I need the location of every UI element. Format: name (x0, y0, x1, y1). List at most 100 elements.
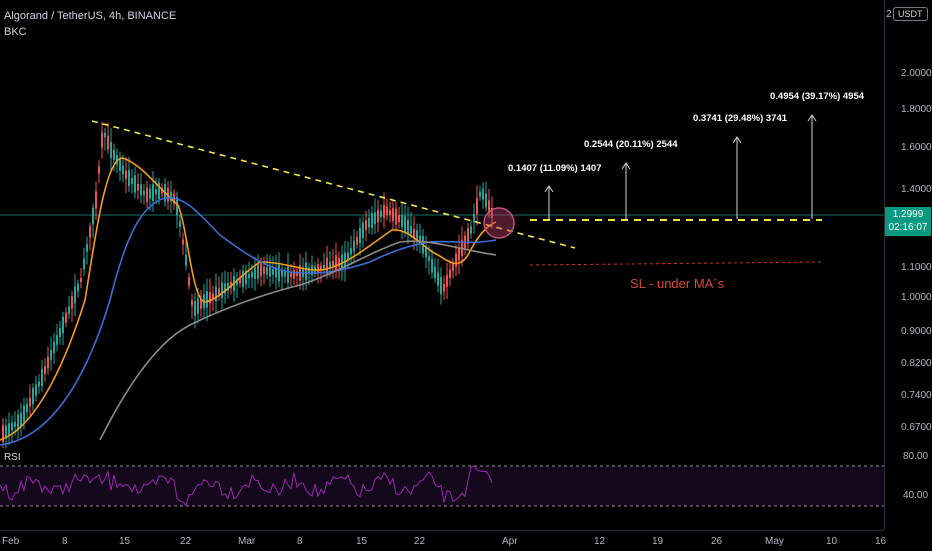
candle-body (74, 286, 76, 304)
candle-body (95, 191, 97, 209)
candle-body (149, 188, 151, 199)
candle-body (50, 349, 52, 361)
indicator-label[interactable]: BKC (4, 26, 27, 38)
candle-body (377, 209, 379, 223)
time-tick-label: 8 (62, 536, 68, 547)
ma-mid-line (0, 197, 497, 446)
candle-body (146, 187, 148, 202)
candle-body (188, 277, 190, 286)
chart-area[interactable]: SL - under MA´s 0.1407 (11.09%) 1407 0.254… (0, 0, 884, 530)
candle-body (101, 132, 103, 148)
target-arrow-head (544, 185, 554, 193)
rsi-line (0, 465, 493, 507)
candle-body (401, 214, 403, 228)
time-tick-label: Feb (2, 536, 20, 547)
candle-body (23, 405, 25, 423)
candle-body (2, 425, 4, 442)
symbol-title[interactable]: Algorand / TetherUS, 4h, BINANCE (4, 10, 177, 22)
candle-body (131, 178, 133, 184)
candle-body (44, 366, 46, 374)
candle-body (80, 277, 82, 283)
chart-header: Algorand / TetherUS, 4h, BINANCE BKC (4, 8, 176, 40)
candle-body (473, 213, 475, 223)
candle-body (41, 369, 43, 386)
candle-body (176, 197, 178, 215)
candle-body (323, 264, 325, 270)
candle-body (260, 263, 262, 277)
candle-body (284, 271, 286, 277)
candle-body (26, 403, 28, 413)
candle-body (158, 182, 160, 199)
price-tick-label: 0.7400 (901, 390, 932, 401)
candle-body (266, 267, 268, 275)
current-price-value: 1.2999 (892, 209, 924, 220)
candle-body (263, 266, 265, 275)
price-tick-label: 1.6000 (901, 142, 932, 153)
rsi-band (0, 466, 884, 506)
target-label: 0.2544 (20.11%) 2544 (584, 139, 678, 150)
ma-slow-line (99, 240, 497, 441)
candle-body (8, 423, 10, 435)
target-arrow-head (807, 114, 817, 122)
time-axis[interactable]: Feb 8 15 22 Mar 8 15 22 Apr 12 19 26 May 10 16 (0, 530, 887, 551)
candle-body (20, 413, 22, 427)
candle-body (350, 248, 352, 255)
candle-body (245, 270, 247, 285)
time-tick-label: 15 (119, 536, 131, 547)
candle-body (83, 258, 85, 270)
candle-body (92, 207, 94, 225)
candle-body (380, 210, 382, 217)
price-tick-label: 2.0000 (901, 68, 932, 79)
candle-body (236, 279, 238, 285)
candle-body (212, 293, 214, 299)
candle-body (128, 169, 130, 187)
candle-body (251, 271, 253, 278)
candle-body (242, 270, 244, 288)
candle-body (470, 226, 472, 234)
candle-body (98, 166, 100, 174)
stop-loss-line (529, 261, 823, 266)
candle-body (383, 205, 385, 218)
price-tick-label: 0.8200 (901, 358, 932, 369)
time-tick-label: 26 (711, 536, 723, 547)
time-tick-label: 22 (180, 536, 192, 547)
candle-body (137, 183, 139, 191)
candle-body (455, 253, 457, 267)
price-chart-canvas[interactable]: SL - under MA´s 0.1407 (11.09%) 1407 0.254… (0, 0, 884, 530)
price-tick-label: 1.4000 (901, 184, 932, 195)
candle-body (35, 384, 37, 396)
candle-body (170, 191, 172, 202)
candle-body (197, 298, 199, 314)
candle-body (437, 272, 439, 286)
price-tick-label: 1.8000 (901, 104, 932, 115)
candle-body (269, 266, 271, 277)
candle-body (221, 282, 223, 299)
candle-body (386, 206, 388, 216)
currency-button[interactable]: USDT (893, 7, 928, 21)
time-tick-label: Apr (502, 536, 518, 547)
candle-body (134, 175, 136, 193)
candle-body (452, 262, 454, 271)
candle-body (341, 254, 343, 269)
candle-body (38, 381, 40, 387)
time-tick-label: May (765, 536, 784, 547)
price-tick-label: 0.6700 (901, 422, 932, 433)
candle-body (290, 272, 292, 278)
candle-body (389, 210, 391, 216)
candle-body (104, 132, 106, 138)
candle-body (239, 277, 241, 284)
candle-body (248, 273, 250, 279)
candle-body (347, 252, 349, 261)
time-tick-label: 16 (875, 536, 887, 547)
candle-body (281, 270, 283, 277)
candle-body (329, 261, 331, 269)
candle-body (368, 218, 370, 228)
candle-body (407, 219, 409, 235)
candle-body (362, 222, 364, 238)
candle-body (29, 397, 31, 407)
rsi-pane-label[interactable]: RSI (4, 452, 21, 463)
candle-body (353, 240, 355, 252)
price-axis[interactable]: 2.0000 1.8000 1.6000 1.4000 1.1000 1.0000 0.90… (884, 0, 932, 530)
candle-body (338, 258, 340, 267)
candle-body (332, 260, 334, 268)
